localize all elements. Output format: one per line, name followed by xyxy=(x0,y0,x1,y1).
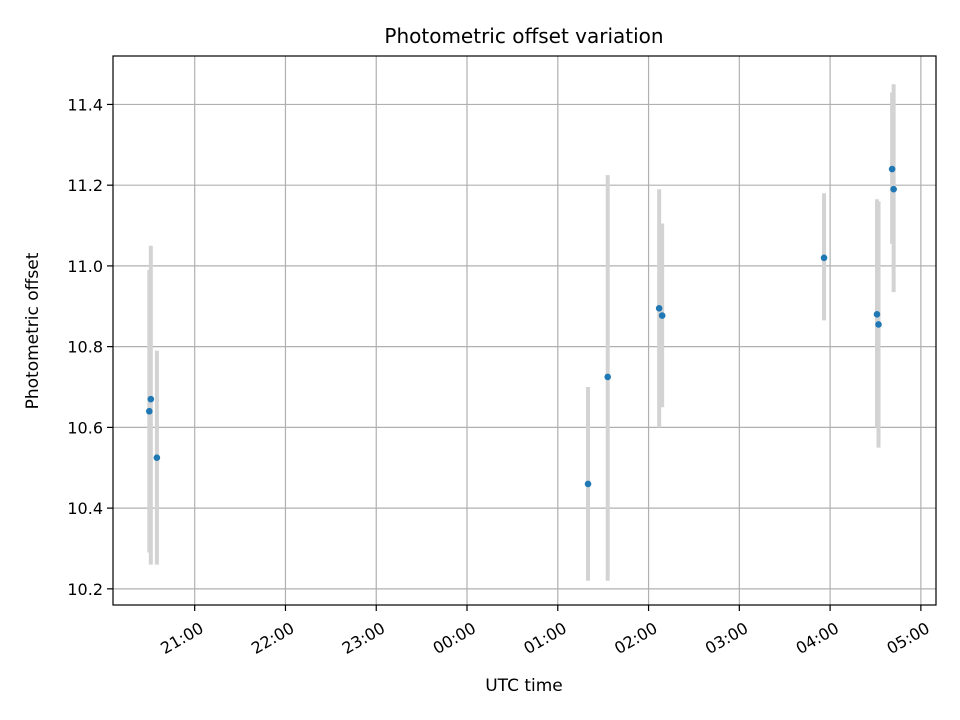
data-point xyxy=(655,304,663,312)
data-point xyxy=(890,185,897,193)
data-point xyxy=(146,407,153,415)
data-point xyxy=(604,373,612,381)
x-tick-label: 01:00 xyxy=(520,618,569,658)
x-tick-label: 23:00 xyxy=(339,618,388,658)
data-point xyxy=(584,480,592,488)
x-tick-label: 03:00 xyxy=(702,618,751,658)
x-axis-ticks: 21:00 22:00 23:00 00:00 01:00 02:00 03:00 04:00… xyxy=(157,605,933,658)
error-bars xyxy=(147,84,896,581)
y-tick-label: 11.2 xyxy=(67,176,103,195)
data-point xyxy=(820,254,828,262)
y-axis-label: Photometric offset xyxy=(23,252,43,409)
y-axis-ticks: 10.2 10.4 10.6 10.8 11.0 11.2 11.4 xyxy=(67,95,113,599)
grid-lines xyxy=(113,56,936,605)
data-points xyxy=(146,165,897,488)
x-tick-label: 22:00 xyxy=(248,618,297,658)
chart-title: Photometric offset variation xyxy=(384,24,663,48)
x-tick-label: 05:00 xyxy=(883,618,932,658)
y-tick-label: 10.8 xyxy=(67,338,103,357)
x-tick-label: 00:00 xyxy=(430,618,479,658)
x-tick-label: 02:00 xyxy=(611,618,660,658)
x-axis-label: UTC time xyxy=(485,676,563,696)
y-tick-label: 11.0 xyxy=(67,257,103,276)
y-tick-label: 10.4 xyxy=(67,499,103,518)
plot-frame xyxy=(112,55,937,606)
data-point xyxy=(147,395,155,403)
x-tick-label: 21:00 xyxy=(157,618,206,658)
data-point xyxy=(873,311,881,318)
y-tick-label: 11.4 xyxy=(67,95,103,114)
x-tick-label: 04:00 xyxy=(793,618,842,658)
data-point xyxy=(153,454,161,461)
y-tick-label: 10.6 xyxy=(67,418,103,437)
y-tick-label: 10.2 xyxy=(67,580,103,599)
data-point xyxy=(658,312,666,319)
data-point xyxy=(888,165,896,173)
data-point xyxy=(875,321,882,328)
